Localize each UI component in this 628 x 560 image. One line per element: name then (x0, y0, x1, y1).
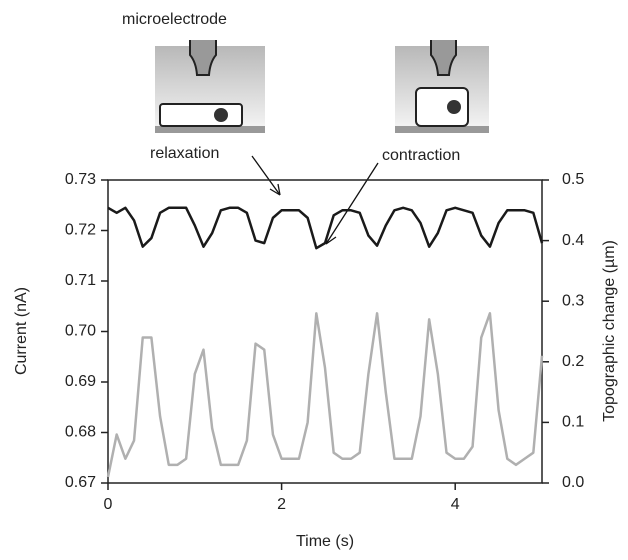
y-tick-label: 0.68 (65, 424, 96, 441)
y-tick-label: 0.67 (65, 474, 96, 491)
illustration-relaxed (155, 40, 265, 133)
y2-tick-label: 0.2 (562, 353, 584, 370)
annotation: microelectrode (122, 11, 227, 28)
y2-axis-label: Topographic change (µm) (601, 240, 618, 422)
x-tick-label: 0 (104, 496, 113, 513)
y-tick-label: 0.73 (65, 171, 96, 188)
annotation: relaxation (150, 145, 219, 162)
y2-tick-label: 0.4 (562, 232, 584, 249)
y2-tick-label: 0.3 (562, 292, 584, 309)
y2-tick-label: 0.0 (562, 474, 584, 491)
y-tick-label: 0.71 (65, 272, 96, 289)
y-tick-label: 0.70 (65, 323, 96, 340)
illustration-contracted (395, 40, 489, 133)
annotation-arrows (251, 155, 379, 245)
data-line (107, 206, 544, 250)
x-tick-label: 2 (277, 496, 286, 513)
y-axis-label: Current (nA) (13, 287, 30, 375)
y2-tick-label: 0.5 (562, 171, 584, 188)
data-line (106, 312, 544, 478)
x-axis-label: Time (s) (296, 533, 354, 550)
y-tick-label: 0.72 (65, 222, 96, 239)
y2-tick-label: 0.1 (562, 414, 584, 431)
y-tick-label: 0.69 (65, 373, 96, 390)
annotation: contraction (382, 147, 460, 164)
x-tick-label: 4 (451, 496, 460, 513)
